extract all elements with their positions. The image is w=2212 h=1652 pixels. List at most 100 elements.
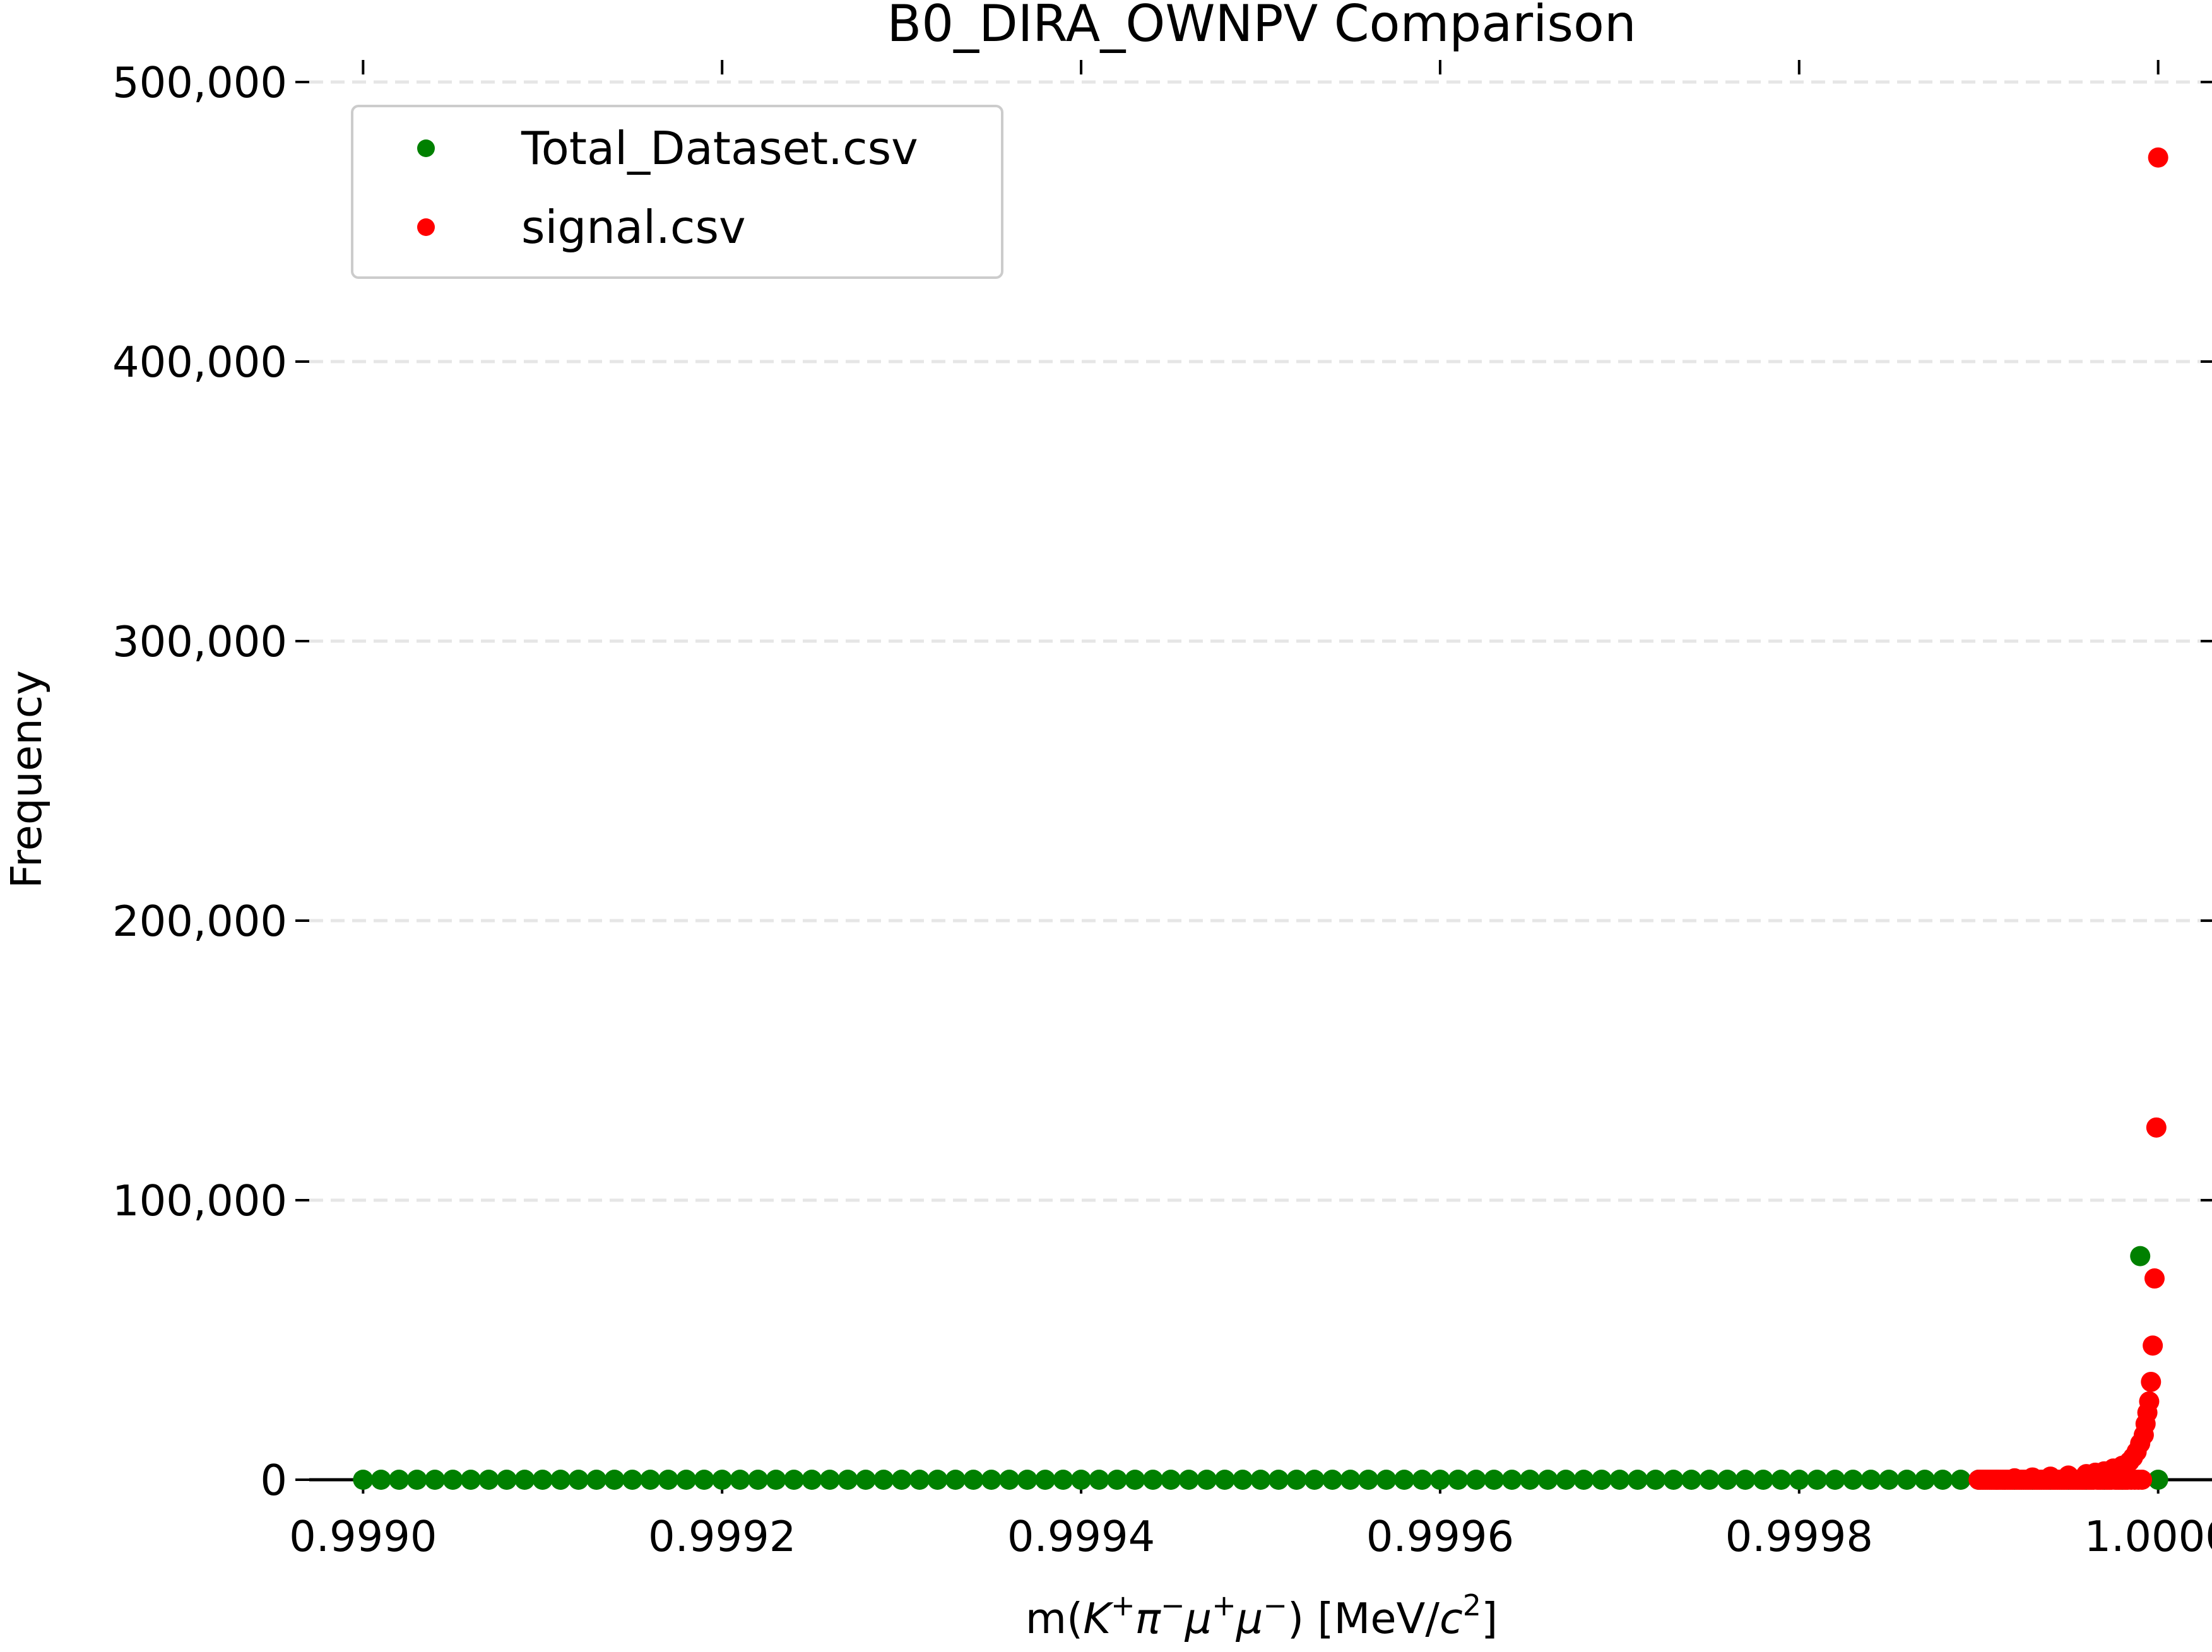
data-point-total-dataset <box>730 1470 750 1490</box>
data-point-total-dataset <box>748 1470 769 1490</box>
data-point-total-dataset <box>1035 1470 1056 1490</box>
data-point-total-dataset <box>1627 1470 1648 1490</box>
legend-box <box>351 105 1003 279</box>
data-point-total-dataset <box>694 1470 714 1490</box>
legend-label-total-dataset: Total_Dataset.csv <box>521 122 918 175</box>
data-point-total-dataset <box>478 1470 499 1490</box>
data-point-total-dataset <box>1879 1470 1900 1490</box>
data-point-total-dataset <box>1789 1470 1809 1490</box>
data-point-total-dataset <box>1699 1470 1720 1490</box>
data-point-signal <box>2148 147 2168 168</box>
y-tick-label: 100,000 <box>112 1176 287 1225</box>
data-point-total-dataset <box>1645 1470 1666 1490</box>
data-point-total-dataset <box>425 1470 446 1490</box>
data-point-total-dataset <box>1681 1470 1702 1490</box>
data-point-total-dataset <box>1412 1470 1433 1490</box>
data-point-total-dataset <box>819 1470 840 1490</box>
data-point-signal <box>2139 1391 2160 1412</box>
data-point-total-dataset <box>586 1470 607 1490</box>
data-point-total-dataset <box>1125 1470 1145 1490</box>
data-point-total-dataset <box>1825 1470 1845 1490</box>
data-point-total-dataset <box>1178 1470 1199 1490</box>
data-point-total-dataset <box>496 1470 517 1490</box>
data-point-total-dataset <box>460 1470 481 1490</box>
data-point-total-dataset <box>1358 1470 1379 1490</box>
data-point-total-dataset <box>1573 1470 1594 1490</box>
data-point-total-dataset <box>1322 1470 1343 1490</box>
data-point-total-dataset <box>1932 1470 1953 1490</box>
data-point-total-dataset <box>604 1470 625 1490</box>
legend-label-signal: signal.csv <box>521 201 746 254</box>
data-point-total-dataset <box>1214 1470 1235 1490</box>
data-point-total-dataset <box>1717 1470 1738 1490</box>
data-point-total-dataset <box>1089 1470 1109 1490</box>
data-point-total-dataset <box>801 1470 822 1490</box>
x-axis-label: m(K+π−μ+μ−) [MeV/c2] <box>1026 1588 1498 1643</box>
data-point-total-dataset <box>353 1470 374 1490</box>
chart-title: B0_DIRA_OWNPV Comparison <box>887 0 1636 53</box>
data-point-signal <box>2146 1117 2167 1138</box>
data-point-total-dataset <box>999 1470 1020 1490</box>
data-point-total-dataset <box>945 1470 966 1490</box>
data-point-total-dataset <box>1501 1470 1522 1490</box>
legend-marker-signal <box>417 218 435 236</box>
axes: 0 100,000 200,000 300,000 400,000 500,000 0.99… <box>112 58 2212 1561</box>
data-point-total-dataset <box>1106 1470 1127 1490</box>
data-point-signal <box>2141 1371 2162 1392</box>
data-point-total-dataset <box>622 1470 642 1490</box>
data-point-total-dataset <box>855 1470 876 1490</box>
data-point-total-dataset <box>981 1470 1002 1490</box>
x-tick-label: 0.9990 <box>289 1512 437 1561</box>
x-tick-label: 0.9992 <box>648 1512 796 1561</box>
grid <box>309 80 2212 1202</box>
data-point-total-dataset <box>1896 1470 1917 1490</box>
data-point-total-dataset <box>1161 1470 1181 1490</box>
data-point-total-dataset <box>1950 1470 1971 1490</box>
y-tick-label: 400,000 <box>112 338 287 387</box>
data-point-total-dataset <box>370 1470 391 1490</box>
data-point-total-dataset <box>873 1470 894 1490</box>
data-point-total-dataset <box>676 1470 697 1490</box>
data-point-total-dataset <box>783 1470 804 1490</box>
data-point-total-dataset <box>640 1470 661 1490</box>
data-point-total-dataset <box>1250 1470 1271 1490</box>
data-point-total-dataset <box>1376 1470 1397 1490</box>
data-point-total-dataset <box>389 1470 410 1490</box>
data-point-total-dataset <box>1429 1470 1450 1490</box>
data-point-total-dataset <box>1663 1470 1684 1490</box>
data-point-total-dataset <box>1448 1470 1469 1490</box>
data-point-total-dataset <box>1914 1470 1935 1490</box>
x-tick-label: 0.9998 <box>1725 1512 1873 1561</box>
y-tick-label: 0 <box>260 1456 287 1505</box>
data-point-total-dataset <box>1340 1470 1361 1490</box>
data-point-total-dataset <box>1142 1470 1163 1490</box>
data-point-total-dataset <box>1197 1470 1217 1490</box>
data-point-total-dataset <box>1286 1470 1307 1490</box>
data-point-total-dataset <box>1017 1470 1038 1490</box>
data-point-total-dataset <box>1860 1470 1881 1490</box>
data-point-total-dataset <box>442 1470 463 1490</box>
data-point-total-dataset <box>1465 1470 1486 1490</box>
data-point-total-dataset <box>1591 1470 1612 1490</box>
data-point-total-dataset <box>658 1470 678 1490</box>
data-point-total-dataset <box>550 1470 571 1490</box>
data-point-total-dataset <box>1233 1470 1253 1490</box>
data-point-total-dataset <box>909 1470 930 1490</box>
data-point-total-dataset <box>1609 1470 1630 1490</box>
y-tick-label: 300,000 <box>112 617 287 666</box>
data-point-total-dataset <box>1053 1470 1073 1490</box>
data-point-total-dataset <box>1304 1470 1325 1490</box>
data-point-total-dataset <box>514 1470 535 1490</box>
data-point-total-dataset <box>1735 1470 1756 1490</box>
data-point-total-dataset <box>568 1470 589 1490</box>
legend-marker-total-dataset <box>417 139 435 157</box>
y-tick-label: 200,000 <box>112 897 287 946</box>
data-point-total-dataset <box>1268 1470 1289 1490</box>
data-point-total-dataset <box>1071 1470 1092 1490</box>
x-tick-label: 0.9996 <box>1366 1512 1514 1561</box>
data-point-total-dataset <box>1394 1470 1415 1490</box>
data-point-total-dataset <box>532 1470 553 1490</box>
